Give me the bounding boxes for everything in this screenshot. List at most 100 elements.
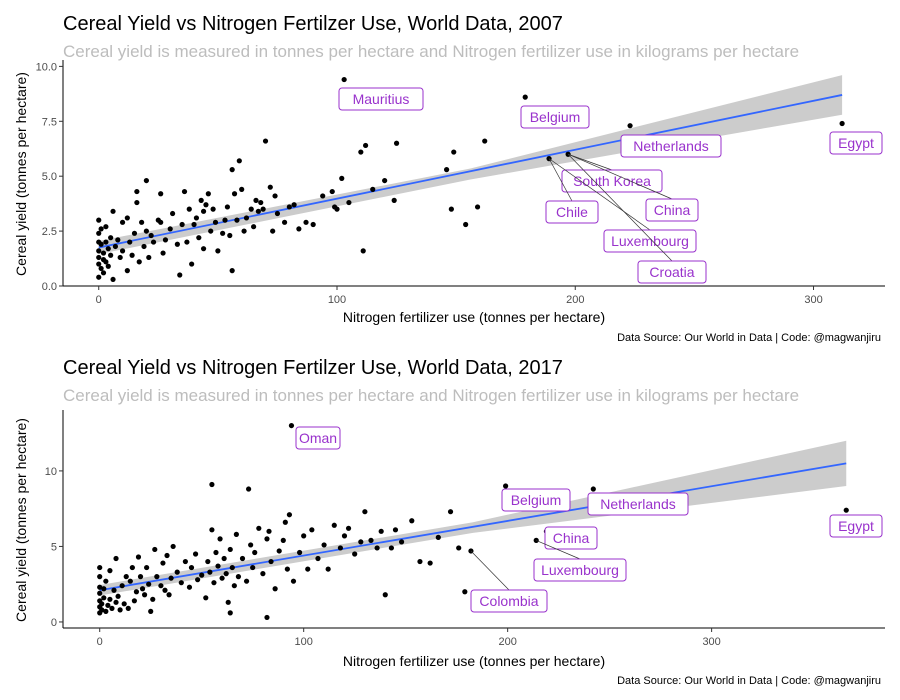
data-point	[208, 228, 214, 234]
data-point	[352, 551, 358, 557]
data-point	[288, 422, 295, 429]
data-point	[191, 221, 197, 228]
data-point	[627, 123, 633, 129]
data-point	[251, 224, 257, 230]
data-point	[188, 564, 195, 571]
data-point	[205, 558, 211, 565]
data-point	[220, 230, 226, 236]
data-point	[252, 549, 258, 556]
data-point	[236, 158, 242, 164]
regression-line	[98, 94, 843, 249]
data-point	[231, 191, 238, 197]
y-tick-label: 10.0	[36, 61, 57, 73]
data-point	[360, 248, 366, 254]
data-point	[391, 197, 397, 203]
data-point	[107, 568, 113, 574]
data-point	[113, 599, 119, 605]
data-point	[243, 578, 250, 584]
data-point	[590, 486, 596, 492]
data-point	[127, 578, 133, 584]
data-point	[213, 549, 219, 556]
label-connector	[548, 158, 573, 202]
data-point	[98, 241, 104, 247]
data-point	[103, 578, 109, 584]
data-point	[303, 219, 309, 225]
data-point	[229, 564, 235, 571]
data-point	[225, 599, 231, 605]
data-point	[101, 586, 107, 592]
data-point	[393, 140, 400, 146]
data-point	[315, 555, 321, 562]
data-point	[255, 208, 261, 214]
data-point	[101, 595, 107, 601]
point-label: Chile	[556, 204, 588, 220]
chart-title: Cereal Yield vs Nitrogen Fertilzer Use, …	[63, 357, 563, 379]
data-point	[174, 241, 180, 247]
data-point	[264, 536, 270, 542]
chart-panel-1: Cereal Yield vs Nitrogen Fertilzer Use, …	[13, 13, 885, 344]
point-label: Luxembourg	[541, 562, 619, 578]
data-point	[186, 584, 193, 590]
data-point	[266, 528, 272, 534]
data-point	[182, 558, 188, 565]
data-point	[97, 584, 103, 590]
data-point	[378, 528, 384, 534]
label-connector	[548, 158, 651, 231]
data-point	[97, 574, 103, 580]
data-point	[503, 483, 509, 489]
data-point	[98, 226, 104, 232]
data-point	[233, 531, 239, 537]
data-point	[133, 589, 140, 595]
y-tick-label: 0.0	[42, 281, 57, 293]
data-point	[217, 536, 223, 542]
data-point	[341, 76, 347, 83]
x-tick-label: 300	[804, 294, 822, 306]
data-point	[456, 545, 462, 551]
data-point	[281, 219, 288, 225]
y-axis-title: Cereal yield (tonnes per hectare)	[13, 418, 29, 622]
point-label-box	[829, 514, 883, 538]
y-tick-label: 5	[51, 541, 57, 553]
data-point	[370, 186, 376, 192]
x-tick-label: 200	[566, 294, 584, 306]
data-point	[272, 586, 278, 592]
chart-caption: Data Source: Our World in Data | Code: @…	[617, 332, 881, 344]
data-point	[150, 596, 156, 602]
data-point	[264, 614, 270, 621]
data-point	[144, 564, 150, 571]
y-axis-title: Cereal yield (tonnes per hectare)	[13, 72, 29, 276]
data-point	[136, 259, 142, 265]
data-point	[227, 232, 233, 239]
point-label: Oman	[299, 430, 337, 446]
data-point	[248, 206, 254, 212]
data-point	[137, 574, 144, 580]
data-point	[321, 542, 327, 548]
data-point	[229, 268, 235, 274]
data-point	[154, 574, 160, 580]
data-point	[125, 605, 131, 611]
data-point	[141, 592, 148, 598]
data-point	[272, 193, 278, 199]
point-label-box	[587, 492, 689, 516]
data-point	[143, 177, 149, 184]
data-point	[96, 274, 102, 280]
data-point	[243, 215, 250, 221]
data-point	[341, 533, 348, 539]
data-point	[223, 571, 229, 577]
point-label: Egypt	[838, 518, 874, 534]
x-tick-label: 200	[498, 636, 516, 648]
point-label-box	[533, 558, 627, 582]
data-point	[839, 120, 845, 127]
data-point	[103, 239, 109, 245]
data-point	[139, 586, 146, 592]
data-point	[270, 228, 276, 234]
data-point	[115, 593, 121, 599]
data-point	[129, 252, 135, 258]
data-point	[332, 204, 338, 210]
data-point	[107, 596, 113, 602]
data-point	[119, 248, 126, 254]
data-point	[451, 149, 457, 155]
data-point	[200, 208, 207, 214]
data-point	[234, 217, 240, 223]
data-point	[152, 546, 158, 553]
